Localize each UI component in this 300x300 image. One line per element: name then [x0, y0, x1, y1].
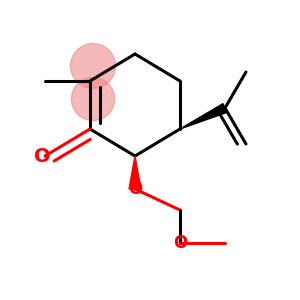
Text: O: O: [128, 180, 142, 198]
Circle shape: [70, 44, 116, 88]
Circle shape: [71, 77, 115, 121]
Text: O: O: [34, 146, 50, 166]
Text: O: O: [173, 234, 187, 252]
Polygon shape: [129, 156, 141, 189]
Polygon shape: [180, 104, 227, 129]
